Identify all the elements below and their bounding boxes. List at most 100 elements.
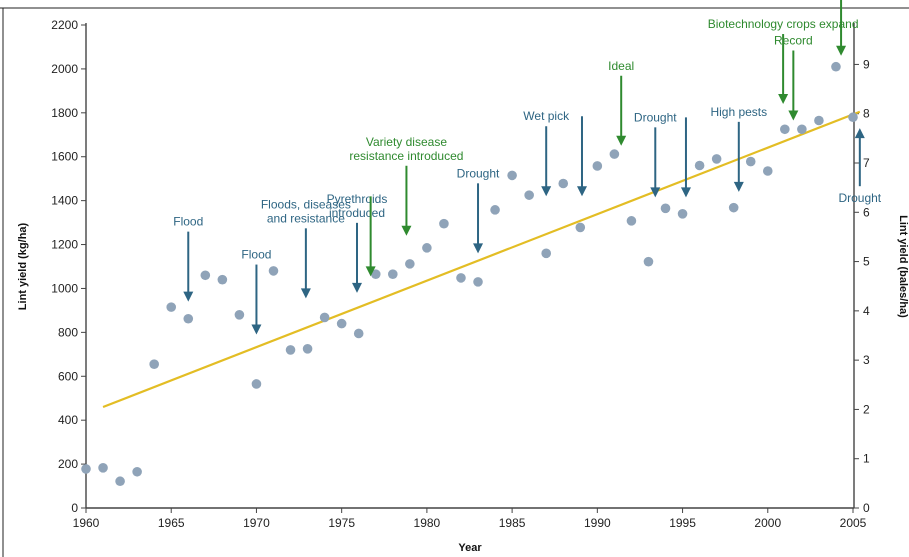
annotation-arrow-head — [352, 282, 363, 293]
data-point — [166, 302, 177, 312]
x-tick-label: 2005 — [840, 516, 867, 530]
data-point — [694, 160, 705, 171]
annotation-label: resistance introduced — [349, 149, 463, 163]
annotation-label: High pests — [710, 105, 767, 119]
annotation — [680, 117, 691, 198]
annotation-arrow-head — [733, 181, 744, 192]
data-point — [302, 344, 313, 354]
annotation: Flood — [241, 248, 271, 335]
data-point — [422, 243, 432, 253]
x-tick-label: 1990 — [584, 516, 611, 530]
annotation-label: Drought — [634, 110, 677, 124]
annotation-arrow-head — [251, 324, 262, 335]
data-point — [234, 310, 245, 320]
y-tick-label: 2200 — [51, 18, 78, 32]
annotation-arrow-head — [576, 186, 587, 197]
data-point — [388, 269, 398, 279]
annotation-label: Pyrethroids — [327, 192, 388, 206]
y-tick-label: 200 — [58, 457, 78, 471]
annotation-label: introduced — [329, 206, 385, 220]
annotation-label: Record — [774, 34, 813, 48]
data-point — [677, 209, 688, 219]
annotation: High pests — [710, 105, 767, 192]
data-point — [558, 178, 569, 189]
annotation-arrow-head — [788, 110, 799, 121]
annotation: Biotechnology crops expand — [708, 17, 859, 105]
annotation-label: Biotechnology crops expand — [708, 17, 859, 31]
annotation: Wet pick — [523, 109, 570, 197]
y-tick-label: 400 — [58, 413, 78, 427]
y-tick-label: 1400 — [51, 194, 78, 208]
data-point — [660, 203, 671, 214]
annotation-arrow-head — [473, 243, 484, 254]
data-points — [81, 61, 858, 487]
data-point — [848, 112, 858, 123]
data-point — [643, 256, 654, 267]
y2-tick-label: 3 — [863, 353, 870, 367]
x-tick-label: 1975 — [328, 516, 355, 530]
annotation-arrow-head — [836, 45, 847, 56]
trend-layer — [102, 110, 861, 409]
annotation-label: Flood — [241, 248, 271, 262]
y2-tick-label: 0 — [863, 501, 870, 515]
data-point — [473, 277, 483, 287]
y2-tick-label: 1 — [863, 452, 870, 466]
y-axis-title-left: Lint yield (kg/ha) — [17, 222, 29, 310]
annotation-arrow-head — [650, 187, 661, 198]
data-point — [780, 124, 790, 135]
annotation-label: Drought — [457, 166, 500, 180]
annotation-arrow-head — [680, 187, 691, 198]
data-point — [541, 248, 551, 259]
data-point — [507, 170, 517, 181]
y-tick-label: 600 — [58, 369, 78, 383]
trend-line — [102, 110, 861, 409]
axes: 0200400600800100012001400160018002000220… — [51, 18, 870, 530]
x-tick-label: 1980 — [414, 516, 441, 530]
annotation-arrow-head — [300, 288, 311, 299]
annotation: Drought — [457, 166, 500, 254]
annotation — [576, 116, 587, 197]
data-point — [711, 154, 722, 164]
y2-tick-label: 9 — [863, 57, 870, 71]
annotation — [365, 196, 376, 277]
data-point — [728, 202, 739, 213]
y2-tick-label: 5 — [863, 255, 870, 269]
data-point — [183, 313, 194, 324]
annotation-label: Ideal — [608, 59, 634, 73]
x-tick-label: 1960 — [73, 516, 100, 530]
annotation-label: Drought — [838, 191, 881, 205]
data-point — [353, 328, 364, 339]
y2-tick-label: 7 — [863, 156, 870, 170]
annotation-label: Variety disease — [366, 135, 447, 149]
y2-tick-label: 2 — [863, 402, 870, 416]
x-tick-label: 1985 — [499, 516, 526, 530]
data-point — [336, 318, 347, 329]
annotation: Record — [774, 34, 813, 121]
data-point — [200, 270, 211, 281]
y-tick-label: 1800 — [51, 106, 78, 120]
data-point — [370, 269, 381, 279]
annotation-arrow-head — [183, 291, 194, 302]
annotation-label: Floods, diseases — [261, 197, 351, 211]
data-point — [592, 161, 603, 171]
x-axis-title: Year — [458, 542, 482, 554]
annotation: Drought — [838, 128, 882, 205]
annotation: Flood — [173, 215, 203, 302]
x-tick-label: 1970 — [243, 516, 270, 530]
data-point — [217, 274, 228, 285]
data-point — [251, 379, 262, 389]
annotation-arrow-head — [365, 266, 376, 277]
annotation-arrow-head — [616, 135, 627, 146]
data-point — [609, 149, 620, 159]
data-point — [285, 345, 296, 355]
data-point — [98, 463, 108, 473]
data-point — [797, 124, 807, 135]
annotation-arrow-head — [854, 128, 865, 139]
annotation-arrow-head — [778, 94, 789, 105]
data-point — [149, 359, 159, 369]
annotation-arrow-head — [401, 225, 412, 236]
x-tick-label: 1965 — [158, 516, 185, 530]
